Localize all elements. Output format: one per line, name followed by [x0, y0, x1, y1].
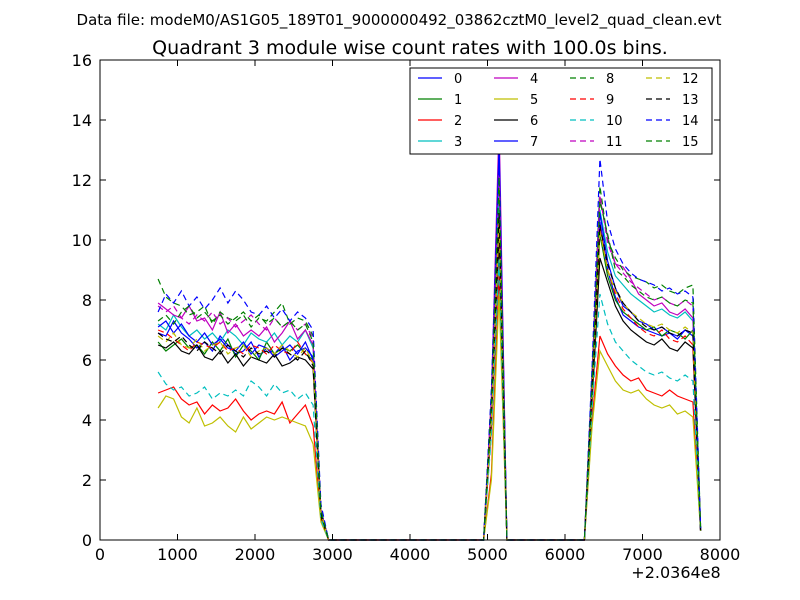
legend-label-4: 4: [530, 72, 538, 87]
x-tick-label: 8000: [700, 545, 741, 564]
x-tick-label: 5000: [467, 545, 508, 564]
y-tick-label: 16: [72, 51, 92, 70]
legend-label-14: 14: [682, 114, 699, 129]
suptitle: Data file: modeM0/AS1G05_189T01_90000004…: [77, 11, 722, 30]
legend-label-5: 5: [530, 93, 538, 108]
x-tick-label: 4000: [390, 545, 431, 564]
y-tick-label: 2: [82, 471, 92, 490]
y-tick-label: 14: [72, 111, 92, 130]
y-tick-label: 8: [82, 291, 92, 310]
y-tick-label: 10: [72, 231, 92, 250]
y-tick-label: 6: [82, 351, 92, 370]
x-tick-label: 0: [95, 545, 105, 564]
legend-label-12: 12: [682, 72, 699, 87]
x-tick-label: 3000: [312, 545, 353, 564]
x-tick-label: 6000: [545, 545, 586, 564]
legend-label-11: 11: [606, 135, 623, 150]
legend-label-13: 13: [682, 93, 699, 108]
legend-label-3: 3: [454, 135, 462, 150]
legend-label-8: 8: [606, 72, 614, 87]
x-tick-label: 2000: [235, 545, 276, 564]
legend-label-15: 15: [682, 135, 699, 150]
chart-title: Quadrant 3 module wise count rates with …: [152, 37, 668, 59]
legend-label-7: 7: [530, 135, 538, 150]
x-tick-label: 7000: [622, 545, 663, 564]
legend-label-9: 9: [606, 93, 614, 108]
y-tick-label: 12: [72, 171, 92, 190]
y-tick-label: 0: [82, 531, 92, 550]
y-tick-label: 4: [82, 411, 92, 430]
legend-frame: [409, 67, 713, 155]
x-offset-label: +2.0364e8: [631, 563, 720, 582]
legend-label-0: 0: [454, 72, 462, 87]
series-line-15: [157, 176, 702, 541]
x-tick-label: 1000: [157, 545, 198, 564]
legend-label-1: 1: [454, 93, 462, 108]
series-line-13: [157, 212, 702, 541]
legend-label-2: 2: [454, 114, 462, 129]
legend-label-10: 10: [606, 114, 623, 129]
axes-layer: 0 1000 2000 3000 4000 5000 6000 7000 80000246810…: [72, 51, 741, 564]
legend-label-6: 6: [530, 114, 538, 129]
